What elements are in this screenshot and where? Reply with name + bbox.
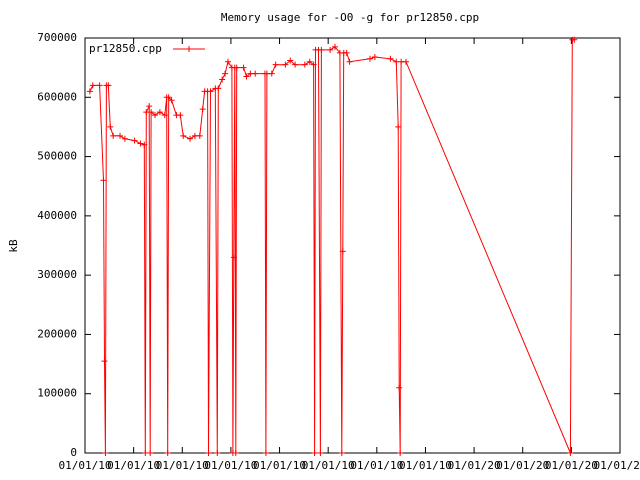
point-marker — [224, 58, 231, 65]
x-tick-label: 01/01/10 — [107, 459, 160, 472]
chart-title: Memory usage for -O0 -g for pr12850.cpp — [221, 11, 479, 24]
point-marker — [396, 384, 403, 391]
point-marker — [310, 61, 317, 68]
y-axis-label: kB — [7, 239, 20, 253]
point-marker — [571, 36, 578, 43]
point-marker — [343, 49, 350, 56]
point-marker — [252, 70, 259, 77]
point-marker — [146, 103, 153, 110]
legend-label: pr12850.cpp — [89, 42, 162, 55]
point-marker — [100, 177, 107, 184]
y-tick-label: 100000 — [37, 387, 77, 400]
x-tick-label: 01/01/10 — [302, 459, 355, 472]
point-marker — [214, 450, 221, 456]
point-marker — [306, 58, 313, 65]
point-marker — [387, 55, 394, 62]
point-marker — [292, 61, 299, 68]
y-tick-label: 0 — [70, 446, 77, 459]
point-marker — [367, 55, 374, 62]
point-marker — [346, 58, 353, 65]
point-marker — [105, 82, 112, 89]
point-marker — [156, 109, 163, 116]
point-marker — [187, 135, 194, 142]
point-marker — [301, 61, 308, 68]
point-marker — [338, 450, 345, 456]
x-tick-label: 01/01/20 — [496, 459, 549, 472]
point-marker — [168, 97, 175, 104]
x-tick-label: 01/01/10 — [253, 459, 306, 472]
point-marker — [230, 254, 237, 261]
point-marker — [199, 106, 206, 113]
point-marker — [272, 61, 279, 68]
point-marker — [147, 450, 154, 456]
point-marker — [180, 132, 187, 139]
point-marker — [317, 450, 324, 456]
point-marker — [233, 64, 240, 71]
point-marker — [148, 109, 155, 116]
point-marker — [102, 450, 109, 456]
x-tick-label: 01/01/10 — [399, 459, 452, 472]
point-marker — [268, 70, 275, 77]
point-marker — [110, 132, 117, 139]
point-marker — [205, 450, 212, 456]
x-tick-label: 01/01/10 — [156, 459, 209, 472]
y-tick-label: 200000 — [37, 327, 77, 340]
point-marker — [121, 135, 128, 142]
point-marker — [107, 123, 114, 130]
point-marker — [371, 53, 378, 60]
point-marker — [327, 46, 334, 53]
point-marker — [215, 85, 222, 92]
point-marker — [86, 88, 93, 95]
point-marker — [331, 43, 338, 50]
point-marker — [207, 88, 214, 95]
point-marker — [287, 57, 294, 64]
point-marker — [262, 450, 269, 456]
y-tick-label: 700000 — [37, 31, 77, 44]
point-marker — [131, 137, 138, 144]
point-marker — [161, 112, 168, 119]
data-line — [89, 39, 575, 454]
point-marker — [165, 94, 172, 101]
point-marker — [141, 141, 148, 148]
point-marker — [339, 248, 346, 255]
x-tick-label: 01/01/10 — [204, 459, 257, 472]
point-marker — [318, 46, 325, 53]
point-marker — [196, 132, 203, 139]
point-marker — [101, 358, 108, 365]
point-marker — [222, 70, 229, 77]
point-marker — [89, 82, 96, 89]
y-tick-label: 500000 — [37, 150, 77, 163]
point-marker — [177, 112, 184, 119]
point-marker — [232, 450, 239, 456]
x-tick-label: 01/01/20 — [448, 459, 501, 472]
point-marker — [219, 76, 226, 83]
point-marker — [395, 123, 402, 130]
point-marker — [243, 73, 250, 80]
legend-swatch — [186, 46, 192, 52]
point-marker — [282, 61, 289, 68]
y-tick-label: 300000 — [37, 268, 77, 281]
point-marker — [240, 64, 247, 71]
point-marker — [137, 140, 144, 147]
point-marker — [117, 132, 124, 139]
y-tick-label: 600000 — [37, 90, 77, 103]
point-marker — [152, 112, 159, 119]
point-marker — [164, 450, 171, 456]
point-marker — [567, 450, 574, 456]
point-marker — [403, 58, 409, 65]
x-tick-label: 01/01/10 — [59, 459, 112, 472]
point-marker — [397, 450, 404, 456]
point-marker — [96, 82, 103, 89]
x-tick-label: 01/01/20 — [545, 459, 598, 472]
y-tick-label: 400000 — [37, 209, 77, 222]
x-tick-label: 01/01/10 — [350, 459, 403, 472]
x-tick-label: 01/01/20 — [594, 459, 640, 472]
point-marker — [311, 450, 318, 456]
plot-frame — [84, 37, 621, 454]
